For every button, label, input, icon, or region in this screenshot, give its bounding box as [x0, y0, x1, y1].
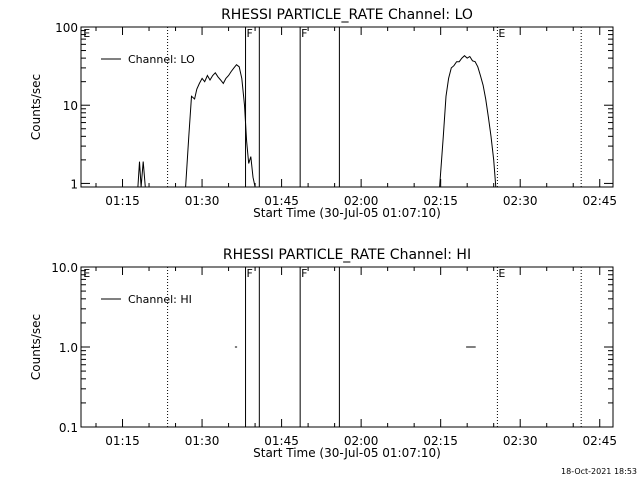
y-tick-label: 100 [55, 21, 78, 35]
chart-title: RHESSI PARTICLE_RATE Channel: LO [221, 7, 473, 23]
panel-1: RHESSI PARTICLE_RATE Channel: LO Counts/s… [29, 7, 617, 220]
x-axis-label: Start Time (30-Jul-05 01:07:10) [253, 446, 441, 460]
panel-2: RHESSI PARTICLE_RATE Channel: HI Counts/s… [29, 247, 617, 460]
flag-label: F [247, 27, 253, 40]
x-tick-label: 02:45 [582, 434, 617, 448]
x-tick-label: 02:30 [503, 194, 538, 208]
x-tick-label: 02:45 [582, 194, 617, 208]
plot-frame [80, 26, 614, 188]
flag-label: E [498, 267, 505, 280]
x-tick-label: 02:15 [423, 434, 458, 448]
series-line [137, 161, 146, 188]
flag-label: E [83, 267, 90, 280]
y-axis-label: Counts/sec [29, 74, 43, 140]
flag-label: F [301, 27, 307, 40]
x-axis-label: Start Time (30-Jul-05 01:07:10) [253, 206, 441, 220]
plot-timestamp: 18-Oct-2021 18:53 [561, 467, 637, 476]
series-line [185, 64, 256, 188]
chart-title: RHESSI PARTICLE_RATE Channel: HI [223, 247, 471, 263]
legend-label: Channel: HI [128, 293, 192, 306]
x-tick-label: 02:00 [344, 194, 379, 208]
flag-label: E [83, 27, 90, 40]
y-tick-label: 0.1 [59, 421, 78, 435]
x-tick-label: 01:45 [264, 194, 299, 208]
y-tick-label: 1 [70, 177, 78, 191]
y-tick-label: 10 [63, 99, 78, 113]
y-axis-label: Counts/sec [29, 314, 43, 380]
x-tick-label: 01:45 [264, 434, 299, 448]
x-tick-label: 02:00 [344, 434, 379, 448]
x-tick-label: 01:30 [185, 194, 220, 208]
y-tick-label: 10.0 [51, 261, 78, 275]
series-line [439, 55, 497, 188]
plot-frame [80, 266, 614, 428]
x-tick-label: 02:30 [503, 434, 538, 448]
flag-label: E [498, 27, 505, 40]
y-tick-label: 1.0 [59, 341, 78, 355]
x-tick-label: 01:30 [185, 434, 220, 448]
x-tick-label: 01:15 [105, 194, 140, 208]
legend-label: Channel: LO [128, 53, 195, 66]
flag-label: F [301, 267, 307, 280]
x-tick-label: 01:15 [105, 434, 140, 448]
flag-label: F [247, 267, 253, 280]
x-tick-label: 02:15 [423, 194, 458, 208]
